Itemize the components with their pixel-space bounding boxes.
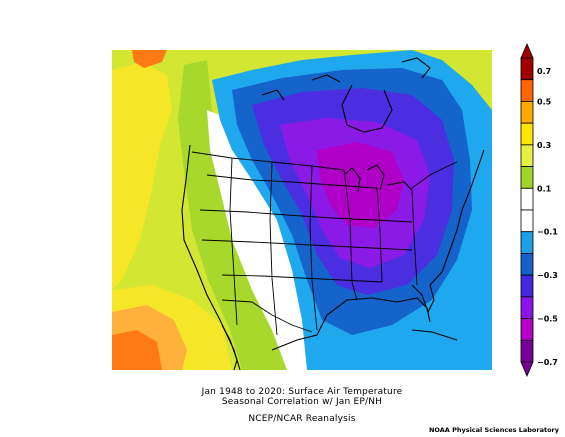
colorbar-tick-label: −0.1 bbox=[537, 228, 558, 237]
credit-label: NOAA Physical Sciences Laboratory bbox=[428, 426, 559, 434]
colorbar-top-arrow bbox=[520, 42, 534, 59]
colorbar-tick-label: 0.1 bbox=[537, 184, 552, 193]
colorbar-cell bbox=[520, 296, 534, 319]
correlation-map bbox=[112, 50, 492, 370]
colorbar-tick-label: 0.5 bbox=[537, 97, 552, 106]
colorbar-legend: 0.7 0.5 0.3 0.1 −0.1 −0.3 −0.5 −0.7 bbox=[515, 40, 565, 380]
colorbar-cell bbox=[520, 318, 534, 341]
colorbar-cell bbox=[520, 166, 534, 189]
caption-subtitle: Seasonal Correlation w/ Jan EP/NH bbox=[221, 397, 383, 407]
caption-title: Jan 1948 to 2020: Surface Air Temperatur… bbox=[201, 387, 403, 397]
map-fill-yellow-west bbox=[112, 62, 172, 290]
map-fill-orange-southwest bbox=[112, 330, 162, 370]
colorbar-cell bbox=[520, 122, 534, 146]
colorbar-cell bbox=[520, 209, 534, 233]
colorbar-tick-label: 0.7 bbox=[537, 67, 551, 76]
colorbar-tick-label: 0.3 bbox=[537, 141, 551, 150]
colorbar-cell bbox=[520, 101, 534, 124]
colorbar-tick-label: −0.5 bbox=[537, 315, 558, 324]
colorbar-bottom-arrow bbox=[520, 361, 534, 378]
colorbar-cell bbox=[520, 231, 534, 254]
map-fill-orange-northwest bbox=[132, 50, 167, 68]
border-outline bbox=[191, 151, 458, 336]
coastline-outline bbox=[181, 57, 485, 370]
colorbar-tick-label: −0.3 bbox=[537, 271, 558, 280]
colorbar-cell bbox=[520, 274, 534, 298]
colorbar-cell bbox=[520, 144, 534, 167]
colorbar-cell bbox=[520, 79, 534, 102]
colorbar-cell bbox=[520, 187, 534, 211]
map-fill-magenta-core bbox=[317, 142, 404, 228]
colorbar-cell bbox=[520, 339, 534, 363]
colorbar-cell bbox=[520, 57, 534, 81]
caption-source: NCEP/NCAR Reanalysis bbox=[248, 414, 356, 424]
colorbar-cell bbox=[520, 253, 534, 276]
colorbar-tick-label: −0.7 bbox=[537, 358, 558, 367]
map-fill-white-band bbox=[207, 110, 312, 370]
